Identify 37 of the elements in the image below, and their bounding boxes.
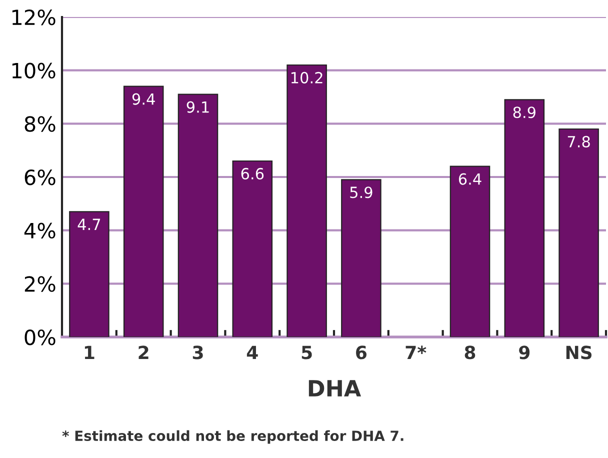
x-tick-label: 2 (138, 346, 148, 360)
y-tick-label: 2% (24, 276, 56, 292)
text: * Estimate could not be reported for DHA 7. (62, 430, 404, 444)
bar (341, 179, 382, 337)
bar (504, 99, 545, 337)
y-tick-label: 4% (24, 222, 56, 239)
y-tick-label: 8% (24, 116, 56, 132)
data-label: 4.7 (78, 218, 100, 230)
x-tick-label: 1 (84, 346, 94, 360)
data-label: 7.8 (568, 136, 590, 148)
x-tick-label: 5 (302, 346, 312, 360)
y-tick-label: 6% (24, 169, 56, 186)
bar (69, 211, 110, 337)
data-label: 6.4 (458, 173, 482, 185)
x-tick-label: NS (566, 346, 592, 360)
x-tick-label: 7* (406, 346, 426, 360)
bar (178, 94, 218, 337)
data-label: 9.1 (186, 101, 209, 113)
x-tick-label: 6 (356, 346, 367, 360)
data-label: 6.6 (241, 168, 264, 180)
data-label: 9.4 (132, 93, 155, 105)
y-tick-label: 10% (12, 62, 56, 79)
x-tick-label: 4 (246, 346, 258, 360)
x-tick-label: 9 (519, 346, 530, 360)
x-axis-title: DHA (308, 380, 362, 396)
y-tick-label: 0% (24, 329, 56, 346)
data-label: 8.9 (513, 106, 536, 118)
data-label: 10.2 (291, 72, 322, 84)
data-label: 5.9 (350, 186, 372, 198)
bar (286, 64, 327, 337)
x-tick-label: 8 (464, 346, 476, 360)
bar (558, 128, 599, 337)
bar (232, 160, 273, 337)
x-tick-label: 3 (192, 346, 203, 360)
bar (450, 166, 490, 337)
y-tick-label: 12% (12, 9, 56, 26)
bar (123, 86, 164, 337)
